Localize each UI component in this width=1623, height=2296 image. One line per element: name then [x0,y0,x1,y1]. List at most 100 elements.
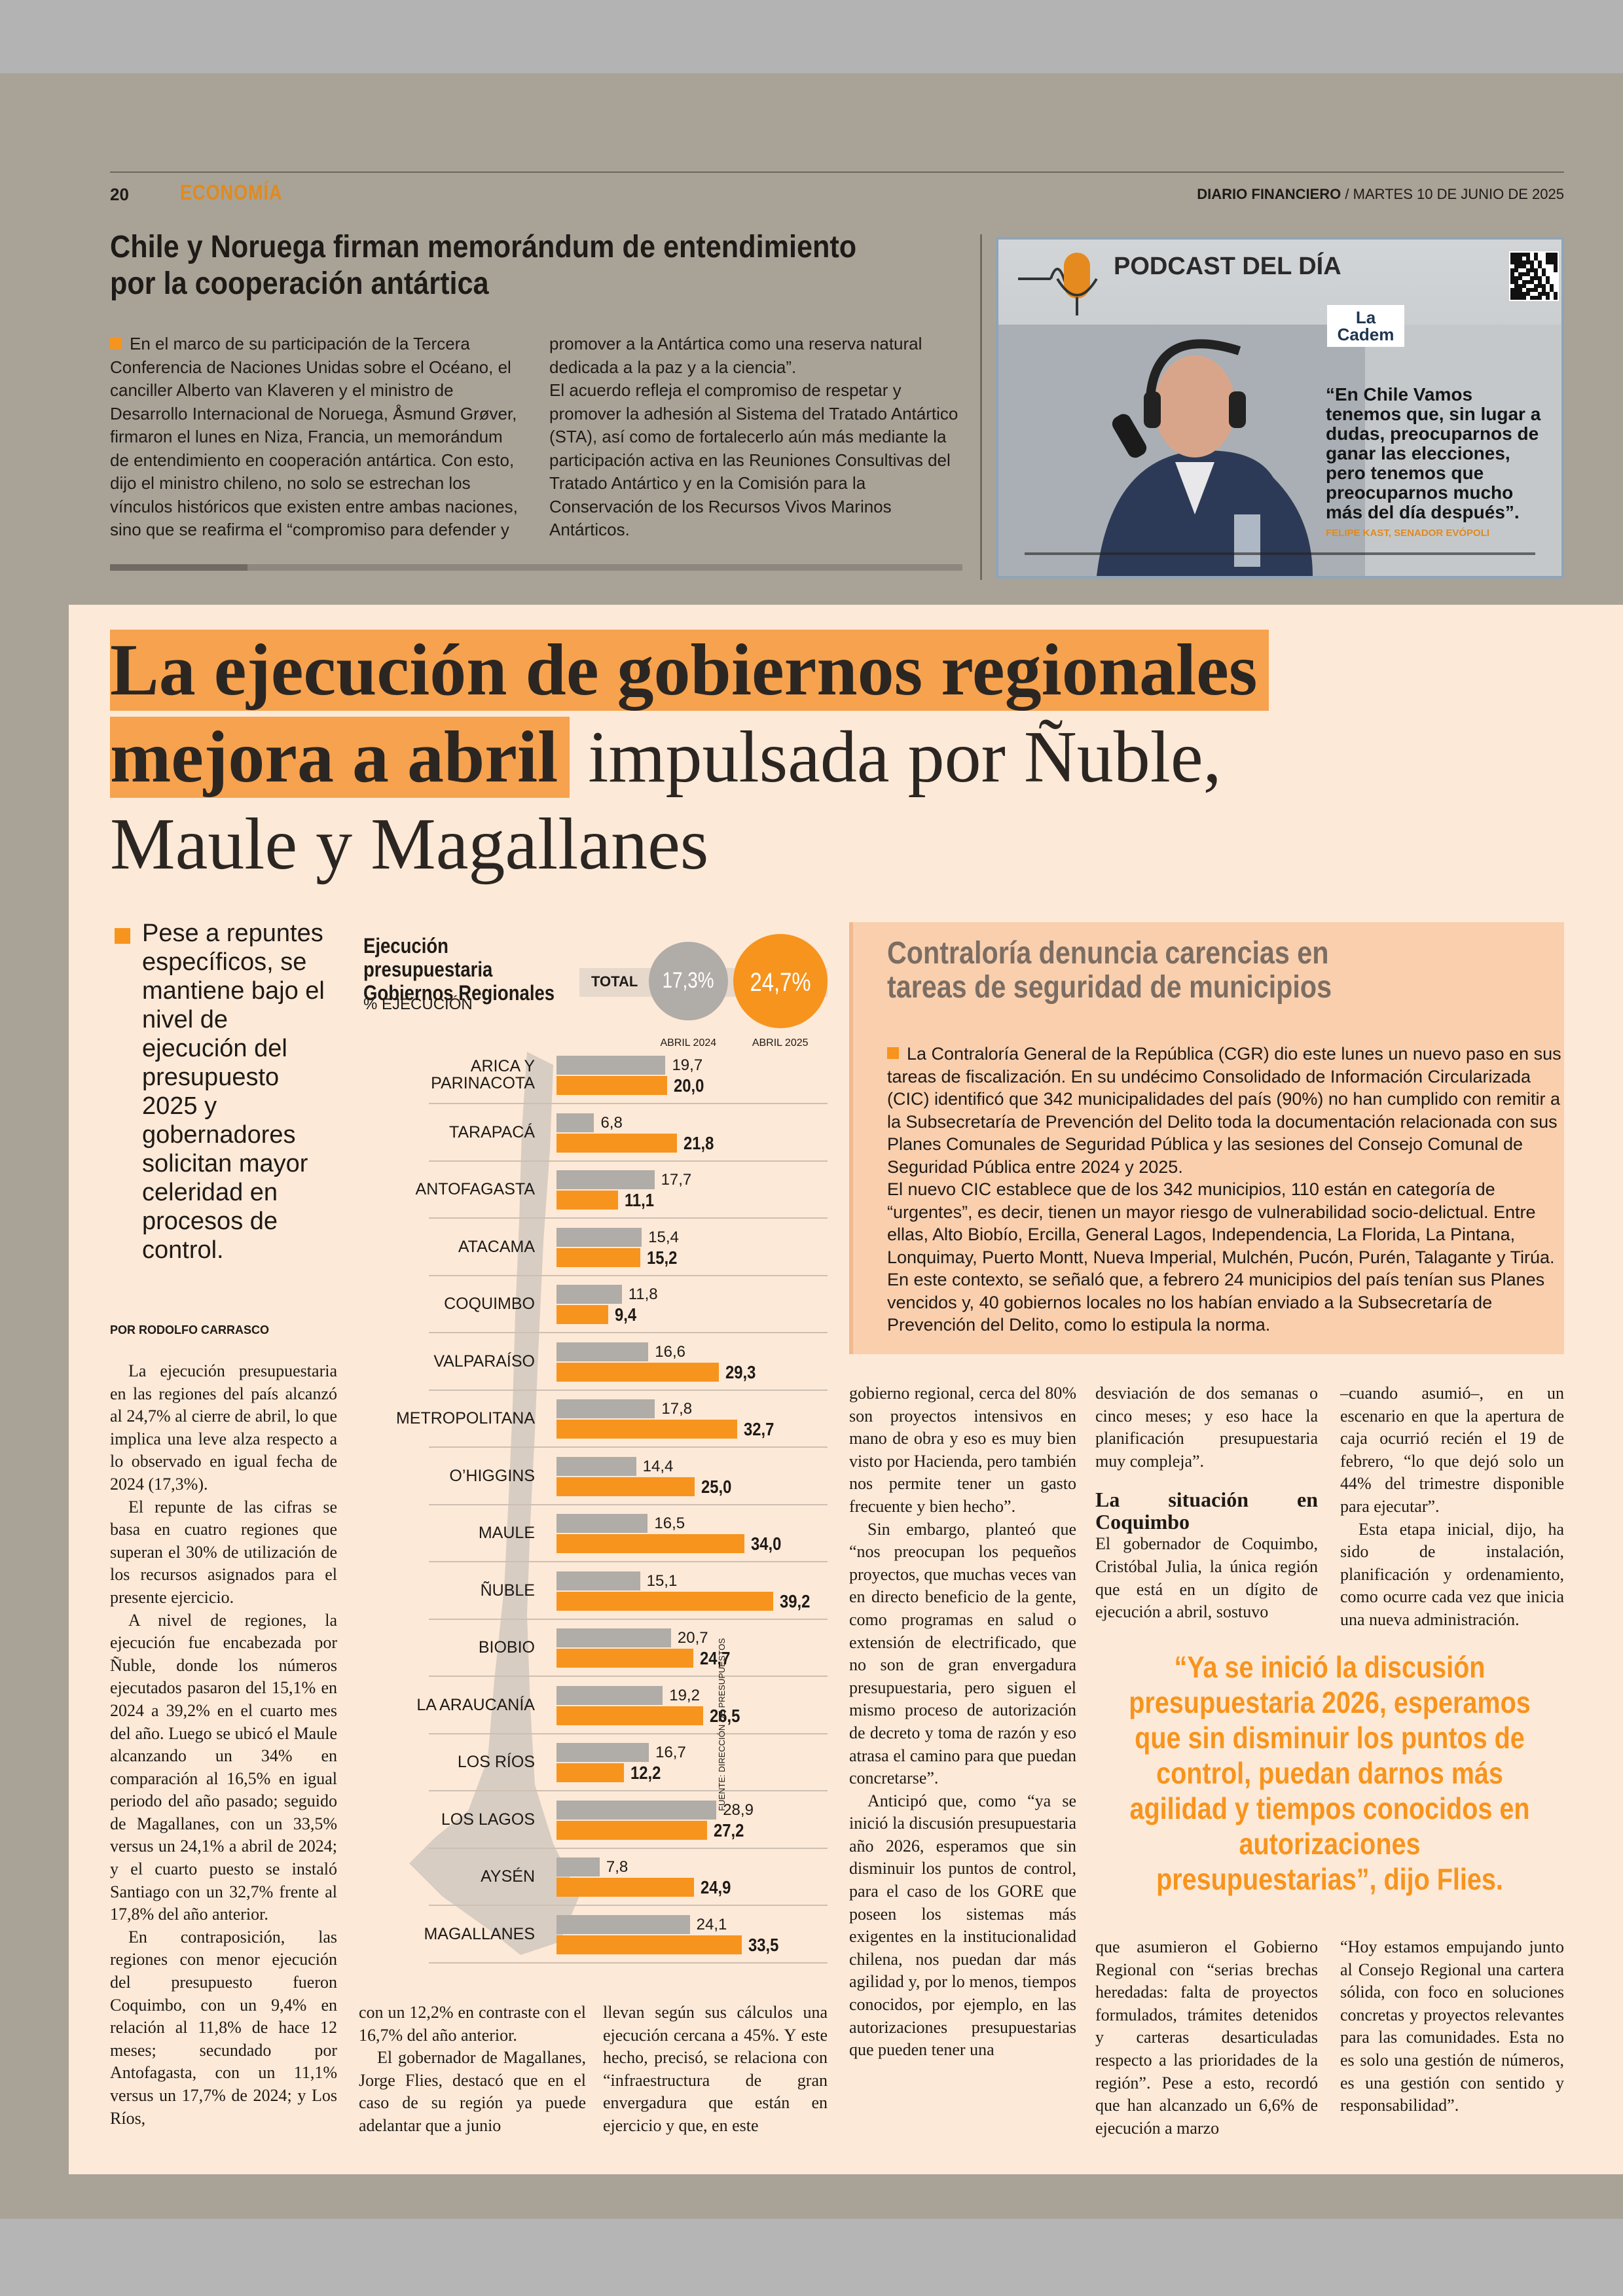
qr-cell [1514,276,1518,280]
podcast-title: PODCAST DEL DÍA [1114,253,1341,280]
row-rule [429,1905,828,1906]
qr-cell [1546,260,1550,264]
bar [556,1076,667,1095]
total-value: 24,7% [750,968,811,997]
bar [556,1113,594,1132]
paragraph: llevan según sus cálculos una ejecución … [603,2001,828,2138]
value-label: 19,7 [672,1056,703,1074]
value-label: 20,0 [674,1075,704,1096]
value-label: 34,0 [751,1534,782,1554]
category-label: METROPOLITANA [395,1409,535,1427]
bar [556,1706,703,1725]
row-rule [429,1676,828,1677]
qr-cell [1522,280,1526,284]
value-label: 39,2 [780,1590,811,1611]
paragraph-group: desviación de dos semanas o cinco meses;… [1095,1382,1318,1473]
photo-wall [1365,325,1561,576]
qr-cell [1526,280,1530,284]
mic-stand [1056,278,1098,315]
body-column: llevan según sus cálculos una ejecución … [603,2001,828,2138]
paragraph-text: gobierno regional, cerca del 80% son pro… [849,1384,1076,1516]
bullet [110,337,122,349]
qr-cell [1546,292,1550,296]
value-label: 26,5 [709,1705,740,1726]
row-rule [429,1962,828,1964]
value-label: 17,7 [661,1171,692,1189]
qr-cell [1550,257,1554,260]
qr-cell [1530,268,1534,272]
paragraph-text: El repunte de las cifras se basa en cuat… [110,1497,337,1607]
qr-cell [1538,280,1542,284]
category-label: ÑUBLE [480,1581,535,1600]
legend-label: ABRIL 2025 [752,1037,809,1049]
qr-cell [1538,276,1542,280]
top-bar [0,0,1623,73]
qr-cell [1554,253,1558,257]
article-body: En el marco de su participación de la Te… [110,332,962,548]
qr-cell [1510,257,1514,260]
row-rule [429,1503,828,1505]
qr-cell [1538,260,1542,264]
paragraph-text: El acuerdo refleja el compromiso de resp… [549,380,958,539]
main-article-bg [69,605,1623,2174]
sidebar-body: La Contraloría General de la República (… [887,1043,1561,1336]
qr-cell [1526,292,1530,296]
qr-cell [1510,260,1514,264]
value-label: 24,1 [696,1915,727,1933]
qr-cell [1514,268,1518,272]
row-rule [429,1103,828,1104]
sidebar-title: Contraloría denuncia carencias en tareas… [887,936,1332,1005]
paragraph: Anticipó que, como “ya se inició la disc… [849,1790,1076,2062]
row-rule [429,1160,828,1162]
bar [556,1685,663,1705]
paragraph-text: con un 12,2% en contraste con el 16,7% d… [359,2003,586,2045]
qr-cell [1546,280,1550,284]
qr-cell [1538,264,1542,268]
paragraph: El repunte de las cifras se basa en cuat… [110,1496,337,1609]
source: FUENTE: DIRECCIÓN DE PRESUPUESTOS [717,1638,727,1811]
row-rule [429,1732,828,1734]
body-column: desviación de dos semanas o cinco meses;… [1095,1382,1318,1624]
qr-cell [1550,253,1554,257]
qr-cell [1518,276,1522,280]
bar [556,1456,636,1476]
paragraph: El nuevo CIC establece que de los 342 mu… [887,1178,1561,1336]
value-label: 15,1 [646,1571,678,1590]
bottom-bar [0,2219,1623,2296]
qr-cell [1522,296,1526,300]
row-rule [429,1332,828,1333]
category-label: O’HIGGINS [449,1466,535,1485]
headline: La ejecución de gobiernos regionales mej… [110,627,1374,888]
bar [556,1227,642,1247]
value-label: 6,8 [600,1113,623,1132]
qr-cell [1522,264,1526,268]
value-label: 12,2 [630,1763,661,1783]
header-rule [110,171,1564,173]
bar [556,1285,622,1304]
qr-cell [1514,264,1518,268]
qr-cell [1510,272,1514,276]
qr-cell [1534,268,1538,272]
paragraph: Esta etapa inicial, dijo, ha sido de ins… [1340,1518,1564,1632]
value-label: 20,7 [677,1629,708,1647]
paragraph-text: Sin embargo, planteó que “nos preocupan … [849,1519,1076,1788]
qr-cell [1534,296,1538,300]
qr-cell [1534,253,1538,257]
row-rule [429,1217,828,1219]
row-rule [429,1274,828,1276]
paragraph-text: El nuevo CIC establece que de los 342 mu… [887,1179,1555,1335]
body-column: que asumieron el Gobierno Regional con “… [1095,1936,1318,2140]
qr-cell [1546,276,1550,280]
value-label: 11,1 [624,1190,654,1210]
separator [980,234,982,580]
row-rule [429,1618,828,1620]
podcast-attribution: FELIPE KAST, SENADOR EVÓPOLI [1326,528,1490,539]
qr-code [1510,253,1558,300]
total-value: 17,3% [662,968,714,993]
paragraph-text: La Contraloría General de la República (… [887,1044,1561,1177]
bar [556,1133,678,1153]
qr-cell [1542,272,1546,276]
value-label: 25,0 [701,1476,732,1497]
headphone-cup [1144,391,1161,428]
category-label: VALPARAÍSO [433,1352,535,1371]
